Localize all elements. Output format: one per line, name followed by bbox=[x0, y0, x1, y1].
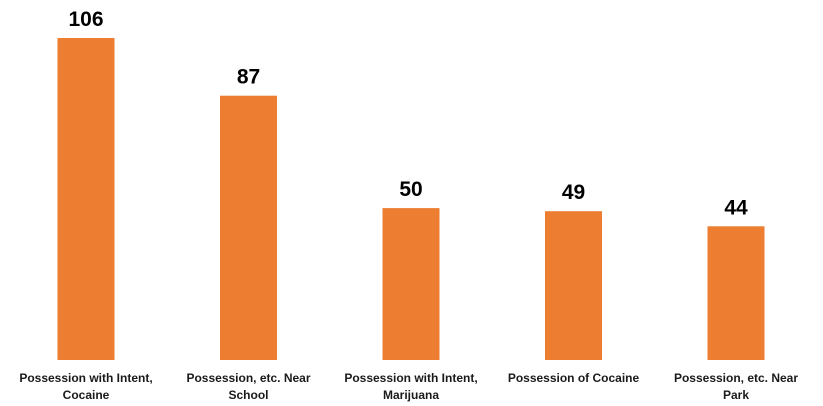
value-label-4: 44 bbox=[724, 196, 748, 219]
category-label-line: Possession of Cocaine bbox=[508, 371, 640, 385]
category-label-line: Possession with Intent, bbox=[19, 371, 152, 385]
category-label-3: Possession of Cocaine bbox=[508, 371, 640, 385]
category-label-line: Cocaine bbox=[63, 388, 110, 402]
category-label-line: School bbox=[228, 388, 268, 402]
category-label-line: Possession, etc. Near bbox=[674, 371, 798, 385]
bars-group bbox=[57, 38, 765, 360]
category-label-line: Marijuana bbox=[383, 388, 439, 402]
bar-3 bbox=[545, 211, 602, 360]
category-labels-group: Possession with Intent, CocainePossession… bbox=[19, 371, 798, 402]
category-label-line: Possession with Intent, bbox=[344, 371, 477, 385]
category-label-line: Possession, etc. Near bbox=[186, 371, 310, 385]
category-label-0: Possession with Intent, Cocaine bbox=[19, 371, 152, 402]
value-label-0: 106 bbox=[68, 8, 103, 31]
category-label-1: Possession, etc. Near School bbox=[186, 371, 310, 402]
bar-2 bbox=[382, 208, 440, 360]
value-label-2: 50 bbox=[399, 178, 422, 201]
category-label-4: Possession, etc. Near Park bbox=[674, 371, 798, 402]
bar-1 bbox=[220, 95, 277, 360]
value-label-1: 87 bbox=[237, 66, 260, 89]
bar-0 bbox=[57, 38, 115, 360]
bar-4 bbox=[707, 226, 765, 360]
value-label-3: 49 bbox=[562, 181, 585, 204]
category-label-line: Park bbox=[723, 388, 749, 402]
category-label-2: Possession with Intent, Marijuana bbox=[344, 371, 477, 402]
value-labels-group: 106 87 50 49 44 bbox=[68, 8, 748, 219]
